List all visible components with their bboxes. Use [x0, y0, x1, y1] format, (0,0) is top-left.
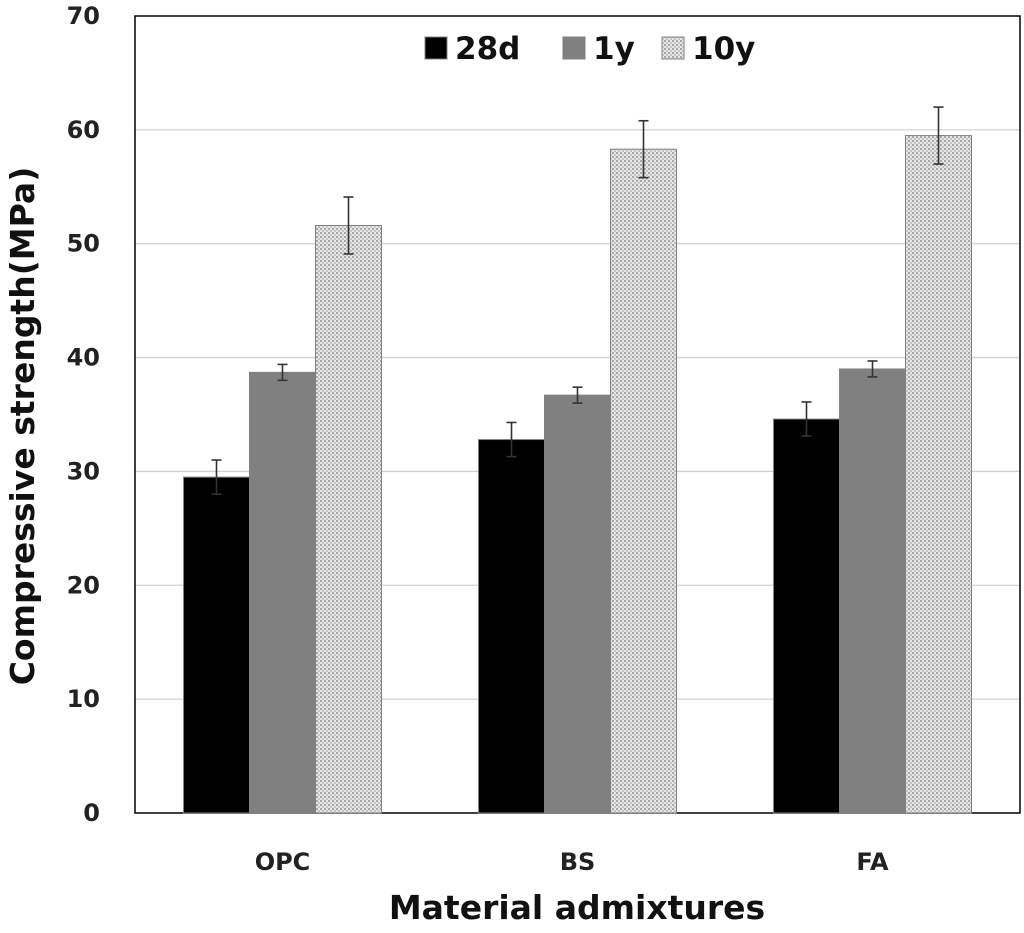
bar-28d-BS — [478, 439, 545, 814]
bar-10y-OPC — [315, 224, 382, 814]
x-category-label: FA — [856, 848, 889, 876]
y-axis-ticks: 0 10 20 30 40 50 60 70 — [67, 2, 100, 827]
y-tick-label: 0 — [83, 799, 100, 827]
y-tick-label: 20 — [67, 571, 100, 599]
legend-item-28d: 28d — [424, 31, 520, 67]
bar-1y-BS — [544, 394, 611, 814]
y-tick-label: 40 — [67, 344, 100, 372]
bar-10y-FA — [905, 135, 972, 814]
y-tick-label: 60 — [67, 116, 100, 144]
bars — [183, 135, 972, 814]
y-tick-label: 10 — [67, 685, 100, 713]
legend-label: 28d — [455, 31, 520, 67]
legend-item-1y: 1y — [562, 31, 635, 67]
legend-item-10y: 10y — [661, 31, 755, 67]
x-axis-title: Material admixtures — [389, 888, 765, 927]
legend-label: 10y — [692, 31, 755, 67]
error-bar-1y-BS — [572, 386, 583, 404]
legend-swatch — [562, 36, 586, 60]
error-bar-1y-FA — [867, 360, 878, 378]
y-tick-label: 50 — [67, 230, 100, 258]
error-bars — [211, 106, 944, 496]
bar-28d-OPC — [183, 476, 250, 814]
x-axis-categories: OPC BS FA — [255, 848, 889, 876]
error-bar-1y-OPC — [277, 363, 288, 382]
y-axis-title: Compressive strength(MPa) — [3, 167, 42, 686]
error-bar-28d-BS — [506, 421, 517, 458]
error-bar-28d-FA — [801, 401, 812, 437]
legend-swatch — [661, 36, 685, 60]
legend-label: 1y — [593, 31, 635, 67]
error-bar-10y-FA — [933, 106, 944, 165]
x-category-label: BS — [560, 848, 596, 876]
legend: 28d 1y 10y — [424, 31, 755, 67]
error-bar-10y-BS — [638, 119, 649, 179]
y-tick-label: 70 — [67, 2, 100, 30]
bar-1y-FA — [839, 368, 906, 814]
bar-1y-OPC — [249, 371, 316, 814]
error-bar-10y-OPC — [343, 196, 354, 255]
y-tick-label: 30 — [67, 457, 100, 485]
bar-10y-BS — [610, 148, 677, 814]
x-category-label: OPC — [255, 848, 311, 876]
legend-swatch — [424, 36, 448, 60]
error-bar-28d-OPC — [211, 459, 222, 496]
bar-28d-FA — [773, 418, 840, 814]
